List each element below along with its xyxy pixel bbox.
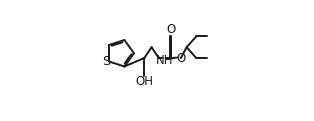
Text: S: S xyxy=(102,55,110,68)
Text: NH: NH xyxy=(156,54,173,67)
Text: O: O xyxy=(166,23,176,36)
Text: OH: OH xyxy=(135,75,153,88)
Text: O: O xyxy=(176,52,186,65)
